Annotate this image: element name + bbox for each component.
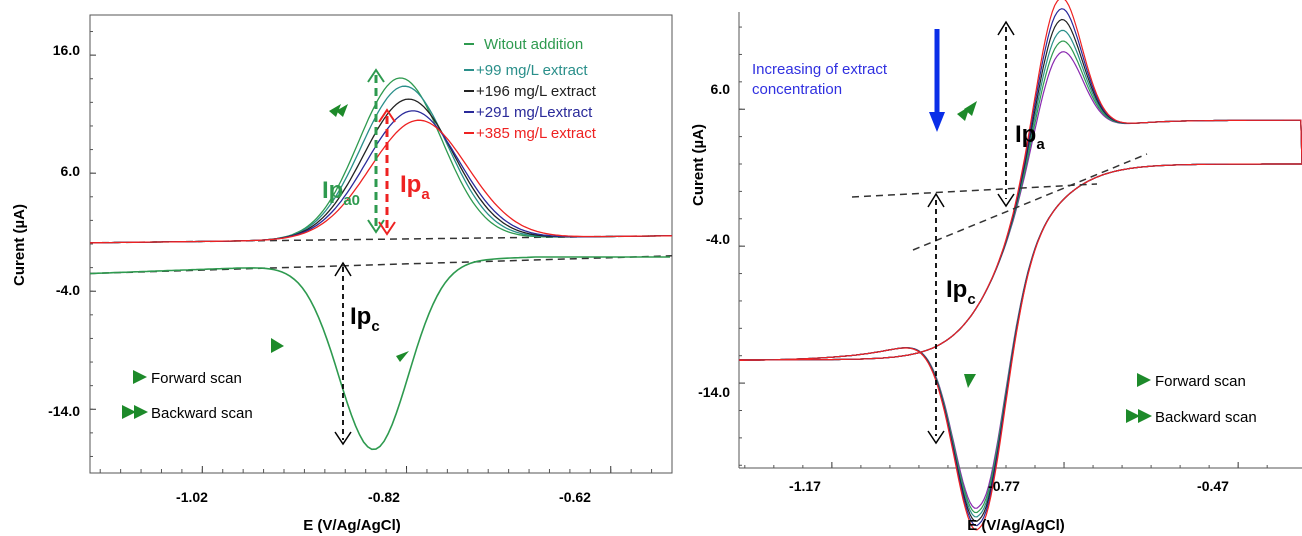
legend-label: +196 mg/L extract: [476, 83, 597, 100]
arrowhead: [334, 261, 352, 277]
arrowhead: [927, 192, 945, 208]
right-baseline: [851, 183, 1098, 198]
cv-curve: [738, 0, 1302, 531]
ipa-label: Ipa: [400, 171, 430, 203]
legend-label: +385 mg/L extract: [476, 125, 597, 142]
backward-scan-icon: [134, 405, 148, 419]
left-xtick-label: -0.82: [368, 489, 400, 505]
forward-scan-label: Forward scan: [1155, 373, 1246, 390]
right-xtick-label: -1.17: [789, 478, 821, 494]
ipa0-label: Ipa0: [322, 177, 360, 209]
left-chart: 16.0 6.0 -4.0 -14.0 -1.02 -0.82 -0.62 E …: [11, 14, 673, 534]
arrowhead: [929, 112, 945, 132]
cathodic-curve: [89, 256, 670, 451]
right-axis-ticks: [739, 26, 1268, 468]
direction-marker: [329, 104, 341, 117]
left-xtick-label: -0.62: [559, 489, 591, 505]
left-ytick-label: -4.0: [56, 282, 80, 298]
left-ytick-label: 16.0: [53, 42, 80, 58]
arrowhead: [378, 221, 396, 236]
backward-scan-label: Backward scan: [1155, 409, 1257, 426]
direction-marker: [336, 104, 348, 117]
arrowhead: [378, 108, 396, 123]
right-yaxis-label: Curent (µA): [690, 124, 707, 206]
right-xaxis-label: E (V/Ag/AgCl): [967, 517, 1065, 534]
right-ytick-label: -14.0: [698, 384, 730, 400]
direction-marker: [396, 351, 409, 362]
series-curve: [90, 119, 672, 244]
ipc-label: Ipc: [350, 303, 380, 335]
increasing-annotation: Increasing of extract concentration: [752, 61, 888, 98]
backward-scan-icon: [1126, 409, 1140, 423]
left-xaxis-label: E (V/Ag/AgCl): [303, 517, 401, 534]
forward-scan-icon: [133, 370, 147, 384]
left-legend: Witout addition +99 mg/L extract +196 mg…: [464, 36, 597, 142]
left-ytick-label: -14.0: [48, 403, 80, 419]
left-peak-arrows: [334, 68, 396, 446]
arrowhead: [367, 68, 385, 83]
forward-scan-icon: [1137, 373, 1151, 387]
left-ytick-label: 6.0: [61, 163, 81, 179]
left-yaxis-label: Curent (µA): [11, 204, 28, 286]
legend-label: +99 mg/L extract: [476, 62, 588, 79]
legend-label: +291 mg/Lextract: [476, 104, 593, 121]
backward-scan-label: Backward scan: [151, 405, 253, 422]
backward-scan-icon: [1138, 409, 1152, 423]
ipa-label: Ipa: [1015, 121, 1045, 153]
backward-scan-icon: [122, 405, 136, 419]
right-ytick-label: -4.0: [706, 231, 730, 247]
series-curve: [90, 77, 672, 244]
cv-curve: [738, 40, 1302, 514]
ipc-label: Ipc: [946, 276, 976, 308]
left-axis-ticks: [90, 31, 653, 473]
right-xtick-label: -0.77: [988, 478, 1020, 494]
arrowhead: [997, 193, 1015, 208]
arrowhead: [334, 431, 352, 446]
increasing-annotation-box: Increasing of extract concentration: [752, 61, 888, 98]
right-ytick-label: 6.0: [711, 81, 731, 97]
legend-label: Witout addition: [484, 36, 583, 53]
direction-marker: [964, 374, 976, 388]
right-xtick-label: -0.47: [1197, 478, 1229, 494]
left-xtick-label: -1.02: [176, 489, 208, 505]
right-baseline: [912, 153, 1148, 251]
direction-marker: [271, 338, 284, 353]
forward-scan-label: Forward scan: [151, 370, 242, 387]
arrowhead: [997, 20, 1015, 36]
left-curves: [89, 77, 673, 451]
right-curves: [738, 0, 1302, 531]
right-chart: 6.0 -4.0 -14.0 -1.17 -0.77 -0.47 E (V/Ag…: [690, 0, 1302, 534]
arrowhead: [927, 430, 945, 445]
direction-marker: [964, 101, 977, 116]
